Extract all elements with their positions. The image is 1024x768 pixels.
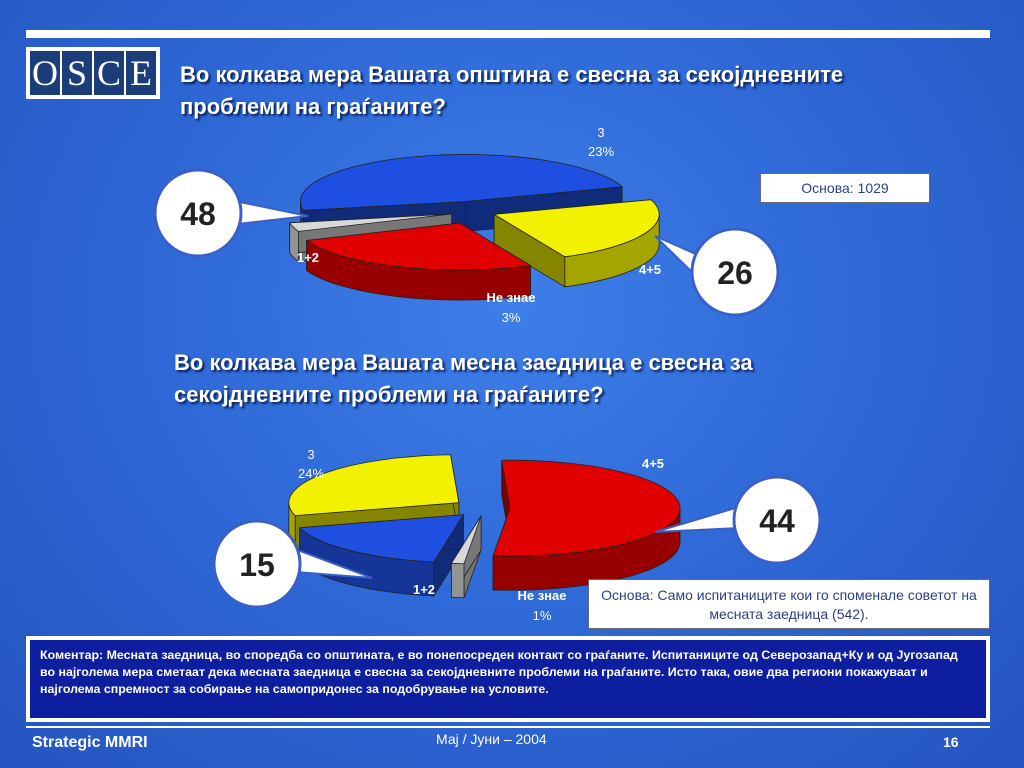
bubble-value-left: 15 [239,547,275,583]
pie-slice-side [451,514,482,599]
chart-1-label-4-5: 4+5 [639,262,661,277]
footer-date: Мај / Јуни – 2004 [436,731,547,747]
comment-box: Коментар: Месната заедница, во споредба … [26,636,990,722]
pie-slice-side [289,213,453,254]
pie-slice-top [305,222,532,271]
chart-2-label-4-5: 4+5 [642,456,664,471]
pie-slice-side [306,222,461,271]
pie-slice-1-2 [299,154,624,242]
pie-slice-top [492,199,660,258]
bubble-value-left: 48 [180,196,216,232]
pie-slice-top [450,515,482,565]
pie-slice-rim [564,214,660,288]
chart-2-callout-right: 44 [654,475,822,565]
footer-brand: Strategic MMRI [32,734,148,751]
pie-slice-rim [289,221,299,263]
pie-slice-3 [288,454,460,551]
bubble-value-right: 44 [759,503,795,539]
pie-slice-не-знае [288,213,453,263]
pie-slice-4-5 [492,459,681,591]
pie-slice-side [459,222,531,297]
callout-pointer-right [654,235,700,279]
pie-slice-не-знае [450,514,482,599]
pie-slice-rim [288,502,296,551]
pie-slice-side [493,213,566,288]
pie-slice-side [299,514,464,563]
pie-slice-side [450,454,460,537]
pie-slice-rim [492,508,681,591]
chart-1-label-dk: Не знае [486,290,535,305]
pie-slice-top [492,459,681,557]
pie-slice-side [433,513,464,598]
logo-letter: E [130,53,152,93]
pie-slice-4-5 [305,222,532,301]
question-1-title: Во колкава мера Вашата општина е свесна … [180,62,844,119]
bubble-value-right: 26 [717,255,753,291]
logo-letter: O [30,51,62,95]
pie-slice-rim [306,239,531,301]
pie-slice-side [501,460,511,543]
chart-2-label-3-pct: 24% [298,466,324,481]
chart-2-slices [288,454,681,599]
pie-slice-side [294,502,460,551]
chart-2-label-dk-pct: 1% [533,608,552,623]
pie-slice-rim [451,562,465,599]
pie-slice-top [299,154,624,211]
pie-slice-rim [299,201,304,242]
chart-1-label-3: 3 [597,125,604,140]
callout-bubble-right [690,227,780,317]
chart-1-slices [288,154,660,301]
chart-1-label-1-2: 1+2 [297,250,319,265]
chart-1-callout-left: 48 [153,168,309,258]
pie-slice-side [298,213,453,262]
chart-1-base-note: Основа: 1029 [760,173,930,203]
pie-slice-rim [299,526,435,597]
osce-logo: O S C E [26,47,160,99]
logo-letter: S [62,51,94,95]
question-2-title: Во колкава мера Вашата месна заедница е … [174,350,753,407]
pie-slice-3 [492,199,660,288]
callout-pointer-right [654,504,744,533]
page-number: 16 [943,734,959,750]
chart-1-label-3-pct: 23% [588,144,614,159]
callout-bubble-right [732,475,822,565]
callout-pointer-left [233,199,309,226]
pie-slice-top [288,213,452,232]
pie-slice-side [493,199,652,245]
bottom-rule [26,726,990,728]
logo-letter: C [94,51,126,95]
pie-slice-1-2 [298,513,465,598]
callout-pointer-left [290,546,373,579]
chart-2-label-1-2: 1+2 [413,582,435,597]
chart-1-callout-right: 26 [654,227,780,317]
chart-2-callout-left: 15 [212,519,373,609]
chart-2-label-3: 3 [307,447,314,462]
chart-2-base-note: Основа: Само испитаниците кои го спомена… [588,579,990,629]
callout-bubble-left [212,519,302,609]
pie-slice-side [492,508,511,591]
pie-slice-side [464,186,623,232]
pie-slice-top [298,514,465,563]
top-rule [26,30,990,38]
pie-slice-top [288,454,460,517]
chart-1-label-dk-pct: 3% [502,310,521,325]
chart-2-label-dk: Не знае [517,588,566,603]
callout-bubble-left [153,168,243,258]
comment-text: Коментар: Месната заедница, во споредба … [30,640,986,718]
pie-slice-side [463,515,482,598]
pie-slice-side [303,201,466,241]
